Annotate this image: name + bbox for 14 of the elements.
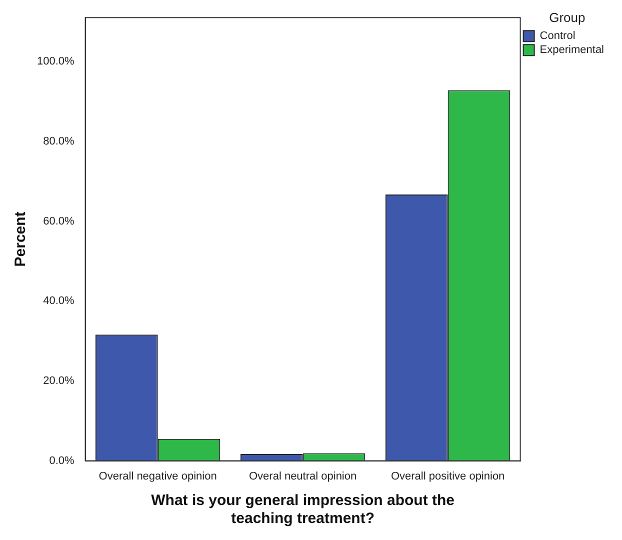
y-tick-label: 60.0% (43, 215, 75, 228)
x-axis-title: What is your general impression about the teaching treatment? (151, 492, 454, 528)
y-axis-title: Percent (12, 212, 30, 267)
legend-label: Control (540, 30, 576, 42)
x-tick-label: Overall positive opinion (390, 470, 505, 482)
y-tick-label: 0.0% (49, 454, 75, 467)
legend-label: Experimental (540, 44, 604, 56)
y-tick-label: 80.0% (43, 135, 75, 148)
x-tick-label: Overal neutral opinion (248, 470, 357, 482)
y-tick-label: 40.0% (43, 295, 75, 308)
y-tick-label: 100.0% (36, 56, 75, 68)
legend-title: Group (549, 10, 586, 26)
y-tick-label: 20.0% (43, 374, 75, 387)
x-tick-label: Overall negative opinion (98, 470, 217, 482)
